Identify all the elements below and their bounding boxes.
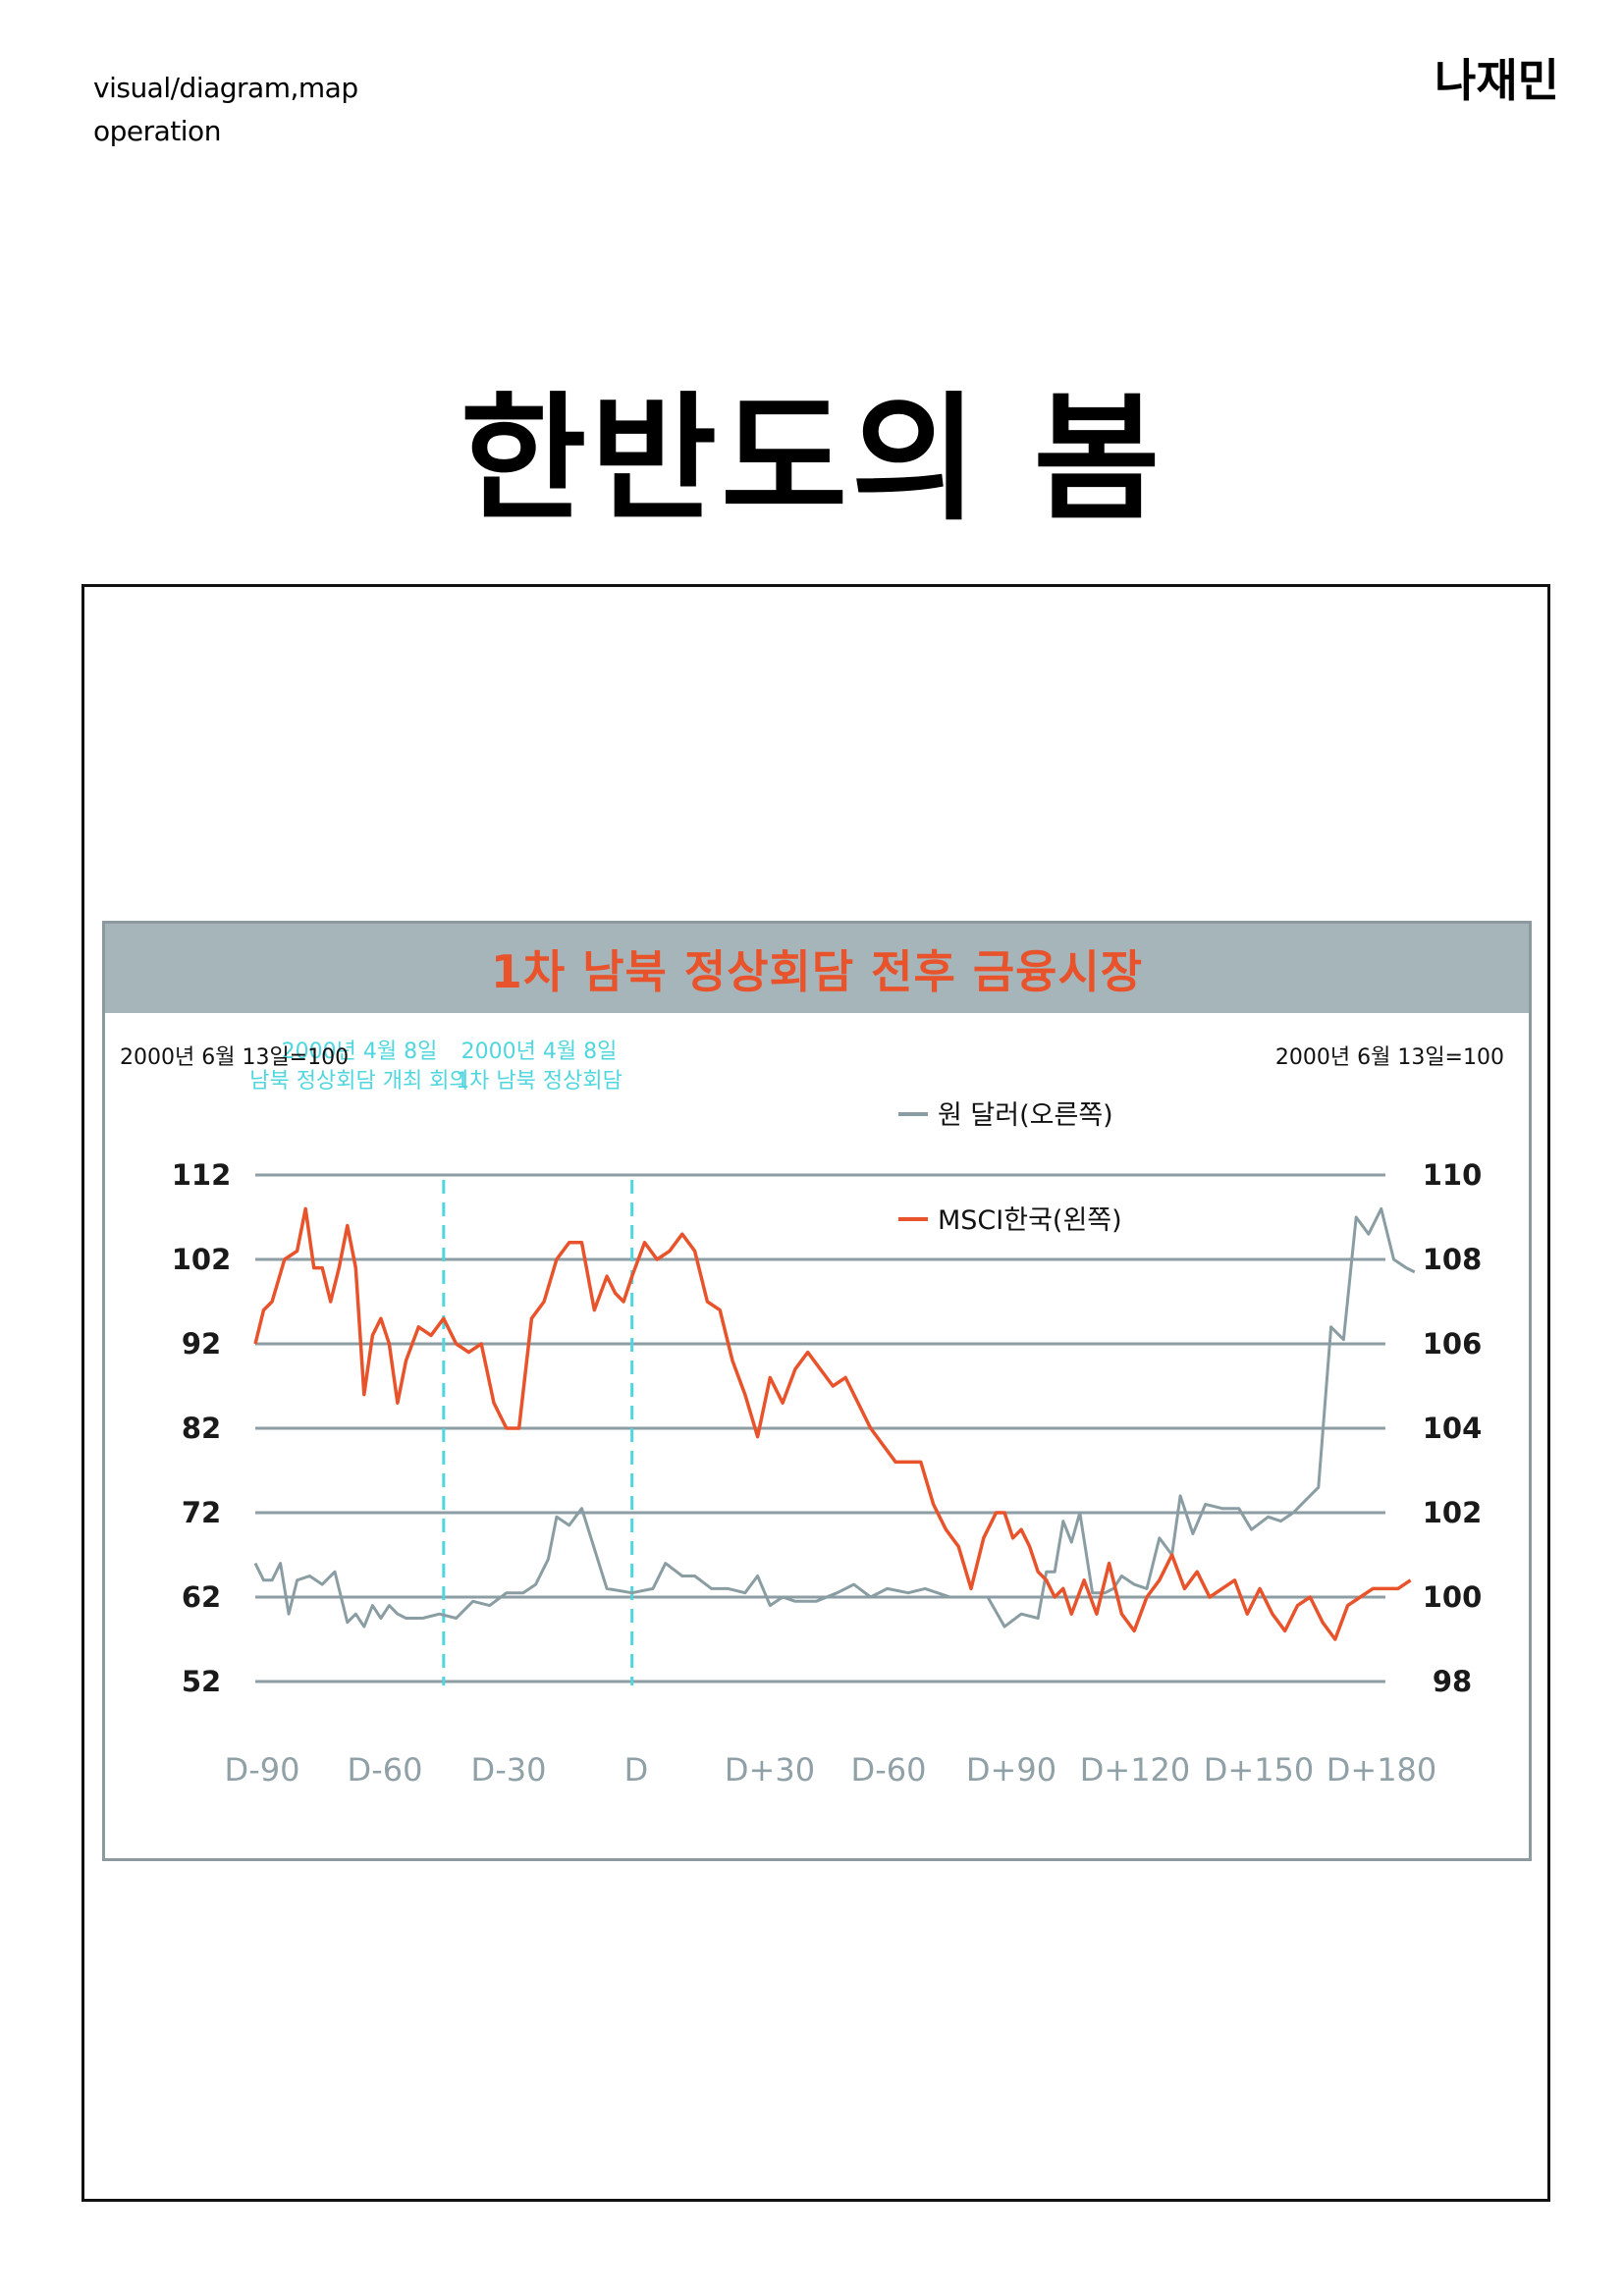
x-tick-label: D+30: [725, 1751, 815, 1789]
right-tick-label: 98: [1433, 1665, 1472, 1698]
grid-lines: [255, 1173, 1385, 1683]
x-tick-label: D+180: [1326, 1751, 1437, 1789]
left-tick-label: 52: [182, 1665, 221, 1698]
document-tags: visual/diagram,map operation: [93, 67, 358, 153]
left-axis-note: 2000년 6월 13일=100: [120, 1045, 349, 1070]
right-tick-label: 110: [1423, 1158, 1483, 1192]
right-tick-label: 108: [1423, 1243, 1483, 1276]
x-tick-label: D: [624, 1751, 649, 1789]
left-tick-label: 82: [182, 1412, 221, 1445]
series-lines: [253, 1206, 1416, 1641]
left-tick-label: 92: [182, 1327, 221, 1361]
chart-title-bar: 1차 남북 정상회담 전후 금융시장: [105, 924, 1529, 1013]
event-label-date: 2000년 4월 8일: [282, 1040, 438, 1064]
right-tick-label: 100: [1423, 1580, 1483, 1614]
right-tick-label: 104: [1423, 1412, 1483, 1445]
event-label-desc: 1차 남북 정상회담: [456, 1069, 623, 1094]
x-tick-label: D-30: [471, 1751, 547, 1789]
right-tick-label: 102: [1423, 1496, 1483, 1529]
tag-type: operation: [93, 115, 221, 147]
x-tick-label: D-60: [851, 1751, 927, 1789]
axis-labels: 112 110 102 108 92 106 82 104 72 102 62 100 52 98 2000…: [120, 1045, 1504, 1789]
left-tick-label: 102: [172, 1243, 232, 1276]
x-tick-label: D-90: [225, 1751, 300, 1789]
right-tick-label: 106: [1423, 1327, 1483, 1361]
x-tick-label: D+120: [1080, 1751, 1191, 1789]
legend-label: MSCI한국(왼쪽): [938, 1205, 1122, 1236]
legend-label: 원 달러(오른쪽): [938, 1100, 1113, 1131]
event-label-desc: 남북 정상회담 개최 회의: [249, 1069, 468, 1094]
chart-title: 1차 남북 정상회담 전후 금융시장: [490, 944, 1144, 998]
msci-korea-series-line: [253, 1206, 1412, 1641]
page-title: 한반도의 봄: [460, 380, 1164, 540]
x-tick-label: D+150: [1204, 1751, 1315, 1789]
tag-category: visual/diagram,map: [93, 72, 358, 104]
author-name: 나재민: [1435, 54, 1559, 107]
x-tick-label: D-60: [348, 1751, 423, 1789]
left-tick-label: 62: [182, 1580, 221, 1614]
right-axis-note: 2000년 6월 13일=100: [1275, 1045, 1504, 1070]
x-tick-label: D+90: [966, 1751, 1056, 1789]
left-tick-label: 112: [172, 1158, 232, 1192]
won-dollar-series-line: [253, 1206, 1416, 1629]
legend: 원 달러(오른쪽) MSCI한국(왼쪽): [898, 1100, 1122, 1236]
left-tick-label: 72: [182, 1496, 221, 1529]
figure-frame: [81, 584, 1550, 2202]
event-label-date: 2000년 4월 8일: [461, 1040, 618, 1064]
